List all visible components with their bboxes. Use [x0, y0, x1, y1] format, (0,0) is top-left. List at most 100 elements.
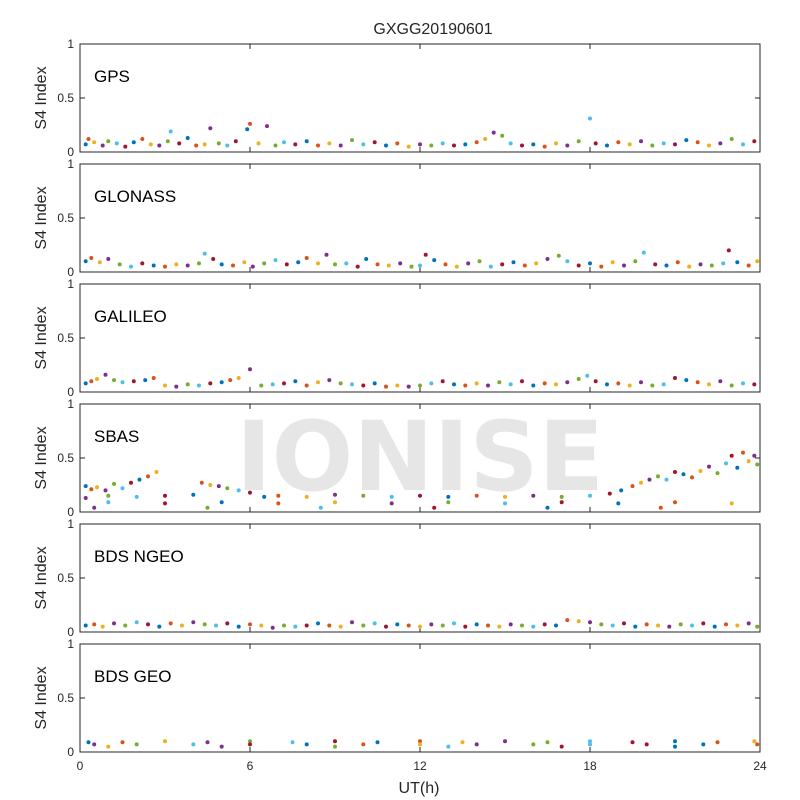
- data-point: [755, 624, 760, 629]
- data-point: [225, 486, 230, 491]
- data-point: [633, 624, 638, 629]
- data-point: [724, 461, 728, 466]
- data-point: [709, 263, 714, 268]
- data-point: [384, 384, 388, 389]
- x-tick-label: 12: [413, 759, 427, 773]
- data-point: [486, 383, 490, 388]
- data-point: [440, 141, 445, 146]
- data-point: [650, 143, 655, 148]
- axes-frame: [79, 163, 761, 273]
- panel-label: SBAS: [94, 427, 139, 446]
- data-point: [673, 376, 677, 380]
- data-point: [647, 477, 652, 482]
- data-point: [593, 141, 598, 146]
- data-point: [522, 263, 527, 268]
- data-point: [372, 621, 377, 626]
- data-point: [644, 622, 649, 627]
- y-axis-label: S4 Index: [33, 666, 50, 729]
- data-point: [752, 453, 757, 458]
- data-point: [248, 490, 252, 495]
- data-point: [211, 257, 216, 261]
- data-point: [389, 501, 394, 506]
- data-point: [752, 139, 757, 144]
- data-point: [661, 382, 666, 387]
- data-point: [123, 623, 128, 628]
- data-point: [440, 379, 445, 384]
- data-point: [545, 740, 550, 745]
- data-point: [741, 381, 745, 386]
- data-point: [131, 140, 136, 145]
- data-point: [406, 144, 411, 149]
- data-point: [673, 500, 677, 505]
- data-point: [695, 380, 700, 385]
- data-point: [350, 620, 354, 625]
- panel-label: GLONASS: [94, 187, 176, 206]
- data-point: [89, 487, 94, 492]
- data-point: [284, 262, 289, 267]
- data-point: [607, 491, 612, 496]
- data-point: [559, 494, 564, 499]
- data-point: [741, 142, 745, 147]
- data-point: [452, 382, 456, 387]
- y-tick-label: 1: [67, 397, 74, 411]
- data-point: [350, 382, 354, 387]
- data-point: [100, 624, 105, 629]
- data-point: [701, 742, 706, 747]
- data-point: [429, 622, 434, 627]
- panel-bds-ngeo: 0 0.5 1 BDS NGEO S4 Index: [33, 517, 761, 639]
- data-point: [259, 383, 264, 388]
- data-point: [100, 143, 105, 148]
- data-point: [248, 121, 252, 126]
- data-point: [497, 380, 502, 385]
- data-point: [163, 739, 167, 744]
- data-point: [282, 140, 286, 145]
- y-tick-label: 0.5: [57, 691, 74, 705]
- data-point: [664, 263, 669, 268]
- data-point: [463, 383, 468, 388]
- data-point: [163, 383, 167, 388]
- y-tick-label: 0: [67, 145, 74, 159]
- data-point: [418, 142, 422, 147]
- data-point: [327, 623, 332, 628]
- data-point: [214, 623, 218, 628]
- data-point: [593, 379, 598, 384]
- y-tick-label: 1: [67, 517, 74, 531]
- data-point: [576, 377, 581, 381]
- data-point: [191, 742, 196, 747]
- data-point: [639, 380, 643, 385]
- data-point: [333, 500, 337, 505]
- y-tick-label: 1: [67, 157, 74, 171]
- data-point: [106, 500, 111, 505]
- data-point: [429, 381, 434, 386]
- data-point: [146, 622, 150, 627]
- data-point: [242, 260, 247, 265]
- data-point: [673, 744, 677, 749]
- y-tick-label: 0.5: [57, 331, 74, 345]
- panel-bds-geo: 0 0.5 1 BDS GEO S4 Index: [33, 637, 761, 759]
- data-point: [163, 493, 167, 498]
- data-point: [559, 500, 564, 505]
- y-tick-label: 0.5: [57, 571, 74, 585]
- data-point: [627, 142, 632, 147]
- data-point: [684, 378, 689, 383]
- data-point: [248, 742, 252, 747]
- data-point: [741, 450, 745, 455]
- data-point: [219, 380, 224, 385]
- data-point: [746, 263, 751, 268]
- data-point: [95, 485, 99, 490]
- data-point: [630, 484, 635, 489]
- data-point: [576, 139, 581, 144]
- data-point: [755, 259, 760, 264]
- data-point: [157, 624, 162, 629]
- data-point: [389, 494, 394, 499]
- panels-group: 0 0.5 1 GPS S4 Index 0 0.5 1 GLONASS S4 Index 0 0.5…: [33, 37, 767, 773]
- data-point: [83, 496, 88, 500]
- data-point: [143, 378, 148, 383]
- data-point: [650, 383, 655, 388]
- data-point: [406, 623, 411, 628]
- data-point: [168, 621, 173, 626]
- data-point: [89, 256, 94, 260]
- data-point: [248, 367, 252, 372]
- data-point: [531, 742, 536, 747]
- data-point: [355, 264, 360, 269]
